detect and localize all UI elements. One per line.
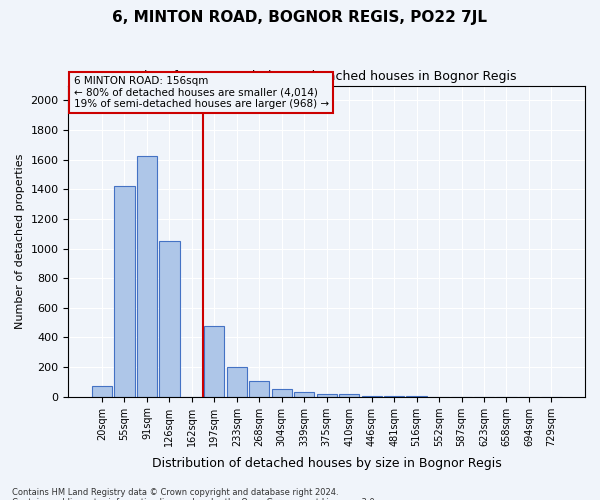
Bar	[227, 367, 247, 396]
Bar	[317, 394, 337, 396]
Bar	[294, 392, 314, 396]
X-axis label: Distribution of detached houses by size in Bognor Regis: Distribution of detached houses by size …	[152, 457, 502, 470]
Bar	[92, 386, 112, 396]
Bar	[272, 390, 292, 396]
Bar	[137, 156, 157, 396]
Text: 6, MINTON ROAD, BOGNOR REGIS, PO22 7JL: 6, MINTON ROAD, BOGNOR REGIS, PO22 7JL	[113, 10, 487, 25]
Text: Contains HM Land Registry data © Crown copyright and database right 2024.: Contains HM Land Registry data © Crown c…	[12, 488, 338, 497]
Bar	[115, 186, 134, 396]
Title: Size of property relative to detached houses in Bognor Regis: Size of property relative to detached ho…	[136, 70, 517, 83]
Bar	[339, 394, 359, 396]
Bar	[204, 326, 224, 396]
Y-axis label: Number of detached properties: Number of detached properties	[15, 154, 25, 329]
Bar	[249, 381, 269, 396]
Text: 6 MINTON ROAD: 156sqm
← 80% of detached houses are smaller (4,014)
19% of semi-d: 6 MINTON ROAD: 156sqm ← 80% of detached …	[74, 76, 329, 110]
Text: Contains public sector information licensed under the Open Government Licence v3: Contains public sector information licen…	[12, 498, 377, 500]
Bar	[159, 241, 179, 396]
